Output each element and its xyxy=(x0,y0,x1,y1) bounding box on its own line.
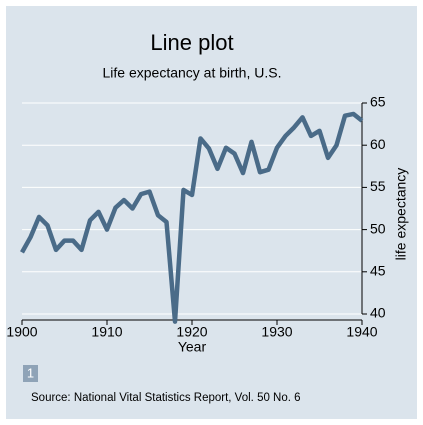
y-tick-label: 65 xyxy=(370,94,386,110)
data-line xyxy=(20,111,364,324)
y-axis-title: life expectancy xyxy=(393,168,409,261)
note-marker-box xyxy=(23,365,38,382)
y-tick-label: 40 xyxy=(370,305,386,321)
caption: Source: National Vital Statistics Report… xyxy=(31,392,301,404)
x-tick-label: 1900 xyxy=(6,324,37,340)
x-tick-label: 1930 xyxy=(261,324,292,340)
x-axis-title: Year xyxy=(178,339,207,355)
y-tick-label: 50 xyxy=(370,220,386,236)
note-marker: 1 xyxy=(27,365,34,380)
x-tick-label: 1940 xyxy=(346,324,377,340)
chart-background xyxy=(6,6,417,419)
y-tick-label: 55 xyxy=(370,178,386,194)
chart-title: Line plot xyxy=(150,30,233,55)
y-tick-label: 45 xyxy=(370,263,386,279)
chart-subtitle: Life expectancy at birth, U.S. xyxy=(103,65,282,81)
x-tick-label: 1920 xyxy=(176,324,207,340)
x-tick-label: 1910 xyxy=(91,324,122,340)
y-tick-label: 60 xyxy=(370,136,386,152)
